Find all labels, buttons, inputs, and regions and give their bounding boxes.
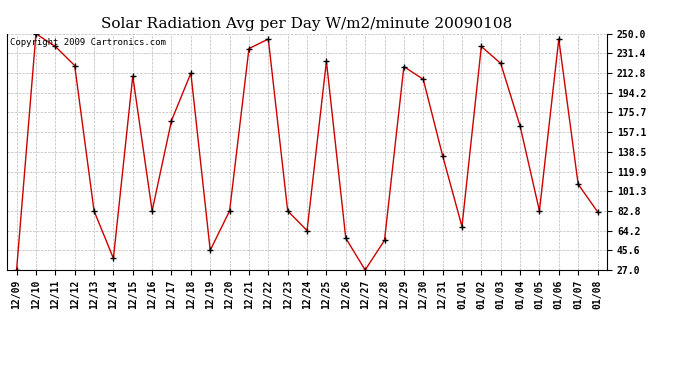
Text: Copyright 2009 Cartronics.com: Copyright 2009 Cartronics.com xyxy=(10,39,166,48)
Title: Solar Radiation Avg per Day W/m2/minute 20090108: Solar Radiation Avg per Day W/m2/minute … xyxy=(101,17,513,31)
